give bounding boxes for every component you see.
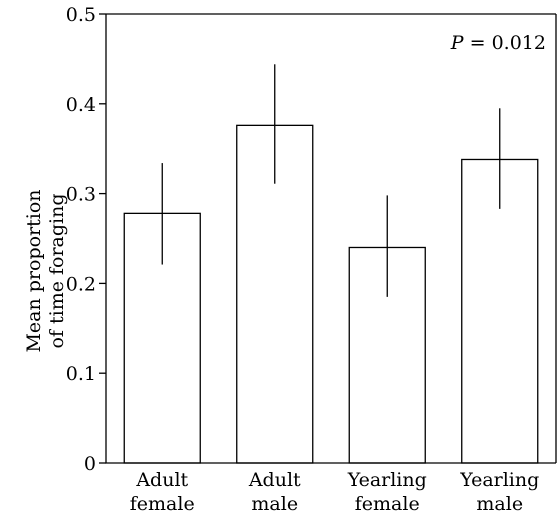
category-label: Adult	[248, 469, 301, 491]
y-tick-label: 0	[84, 453, 96, 475]
p-value-symbol: P	[450, 32, 465, 54]
bars	[123, 124, 539, 464]
y-tick-label: 0.3	[66, 184, 96, 206]
y-axis-ticks: 0 0.1 0.2 0.3 0.4 0.5	[66, 4, 106, 475]
category-label: male	[476, 493, 523, 515]
axis-left-bottom	[105, 14, 556, 464]
p-value-text: = 0.012	[464, 32, 546, 54]
y-axis-title: Mean proportion of time foraging	[23, 189, 68, 352]
category-label: female	[130, 493, 195, 515]
y-tick-label: 0.1	[66, 363, 96, 385]
x-axis-category-labels: AdultfemaleAdultmaleYearlingfemaleYearli…	[130, 469, 540, 515]
error-bars	[161, 64, 501, 297]
y-tick-label: 0.2	[66, 273, 96, 295]
category-label: Yearling	[347, 469, 427, 491]
axes	[105, 13, 557, 464]
category-label: male	[251, 493, 298, 515]
category-label: female	[355, 493, 420, 515]
p-value-annotation: P = 0.012	[450, 32, 546, 54]
y-tick-label: 0.5	[66, 4, 96, 26]
category-label: Adult	[135, 469, 188, 491]
y-axis-title-line-1: Mean proportion	[23, 189, 45, 352]
category-label: Yearling	[459, 469, 539, 491]
y-tick-label: 0.4	[66, 94, 96, 116]
y-axis-title-line-2: of time foraging	[46, 193, 68, 348]
